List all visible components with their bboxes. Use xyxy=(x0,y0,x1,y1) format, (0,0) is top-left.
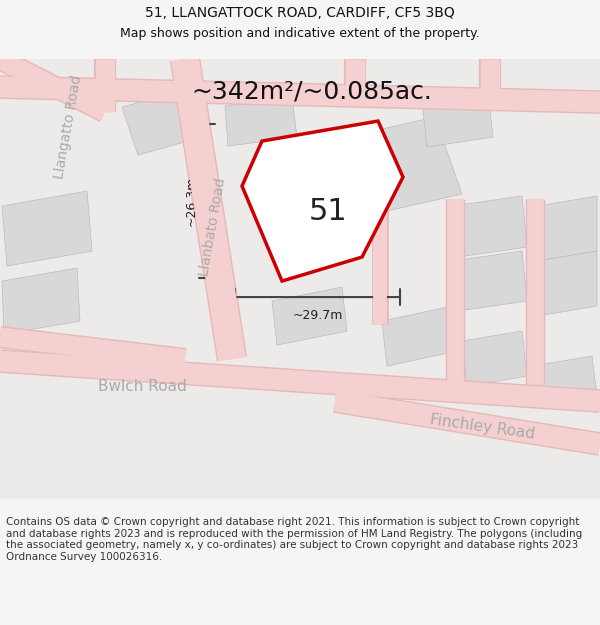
Polygon shape xyxy=(225,97,297,146)
Text: ~342m²/~0.085ac.: ~342m²/~0.085ac. xyxy=(191,79,433,103)
Polygon shape xyxy=(422,92,493,147)
Text: Map shows position and indicative extent of the property.: Map shows position and indicative extent… xyxy=(120,28,480,40)
Polygon shape xyxy=(298,181,382,247)
Text: Llangatto Road: Llangatto Road xyxy=(52,74,84,180)
Text: 51: 51 xyxy=(308,197,347,226)
Text: ~26.3m: ~26.3m xyxy=(185,176,197,226)
Polygon shape xyxy=(537,196,597,261)
Text: ~29.7m: ~29.7m xyxy=(292,309,343,322)
Text: 51, LLANGATTOCK ROAD, CARDIFF, CF5 3BQ: 51, LLANGATTOCK ROAD, CARDIFF, CF5 3BQ xyxy=(145,6,455,20)
Polygon shape xyxy=(382,306,457,366)
Polygon shape xyxy=(462,331,527,386)
Text: Llanbato Road: Llanbato Road xyxy=(197,177,229,278)
Polygon shape xyxy=(452,251,527,311)
Polygon shape xyxy=(452,196,527,257)
Text: Contains OS data © Crown copyright and database right 2021. This information is : Contains OS data © Crown copyright and d… xyxy=(6,517,582,562)
Text: Finchley Road: Finchley Road xyxy=(428,412,535,442)
Polygon shape xyxy=(532,356,597,406)
Polygon shape xyxy=(242,121,403,281)
Polygon shape xyxy=(2,268,80,334)
Polygon shape xyxy=(2,191,92,266)
Polygon shape xyxy=(272,287,347,345)
Polygon shape xyxy=(122,89,202,155)
Text: Bwlch Road: Bwlch Road xyxy=(98,379,187,394)
Polygon shape xyxy=(0,59,600,499)
Polygon shape xyxy=(315,117,462,221)
Polygon shape xyxy=(537,251,597,316)
